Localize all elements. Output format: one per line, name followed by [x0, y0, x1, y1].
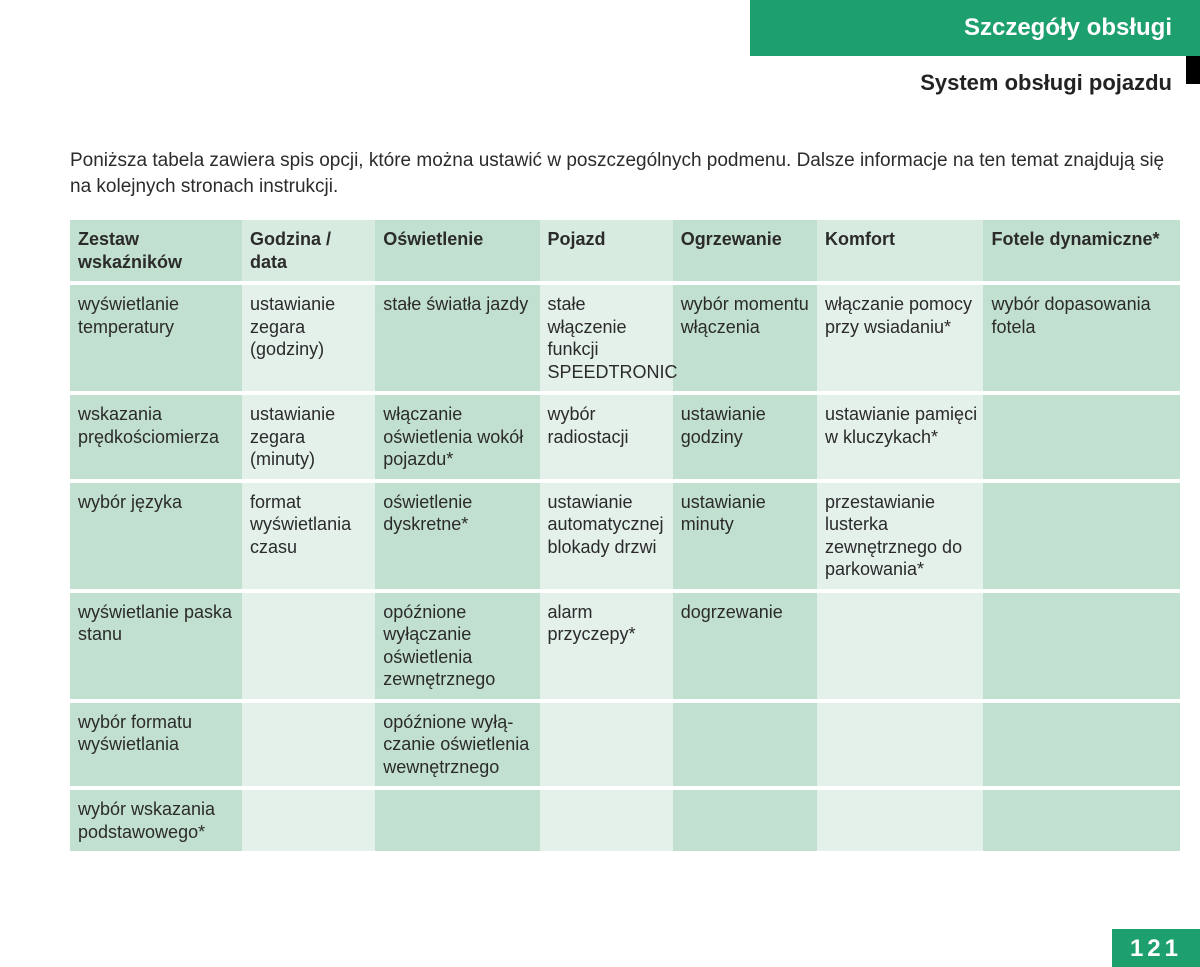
options-table-wrap: Zestaw wskaźnikówGodzina / dataOświetlen… — [70, 216, 1180, 855]
table-cell — [375, 790, 539, 851]
table-header-cell: Godzina / data — [242, 220, 375, 281]
table-cell — [983, 703, 1180, 787]
table-cell — [242, 703, 375, 787]
banner-title: Szczegóły obsługi — [964, 14, 1172, 42]
table-cell — [540, 703, 673, 787]
table-cell: wybór wskazania podstawowego* — [70, 790, 242, 851]
table-cell — [983, 790, 1180, 851]
table-cell: wybór radiostacji — [540, 395, 673, 479]
table-header-cell: Oświetlenie — [375, 220, 539, 281]
table-cell: ustawianie minuty — [673, 483, 817, 589]
table-cell: dogrzewanie — [673, 593, 817, 699]
table-cell — [983, 483, 1180, 589]
table-cell: wskazania prędkościomierza — [70, 395, 242, 479]
table-cell — [817, 790, 984, 851]
table-row: wyświetlanie paska stanu opóźnione wyłącz… — [70, 593, 1180, 699]
table-cell: wyświetlanie paska stanu — [70, 593, 242, 699]
table-header-cell: Fotele dynamiczne* — [983, 220, 1180, 281]
table-row: wyświetlanie temperaturyustawianie zegar… — [70, 285, 1180, 391]
table-cell: wybór momentu włączenia — [673, 285, 817, 391]
intro-paragraph: Poniższa tabela zawiera spis opcji, któr… — [70, 148, 1172, 199]
table-cell: ustawianie zegara (godziny) — [242, 285, 375, 391]
table-cell: wyświetlanie temperatury — [70, 285, 242, 391]
table-cell: przestawianie lusterka zewnętrznego do p… — [817, 483, 984, 589]
table-row: wskazania prędkościomierzaustawianie zeg… — [70, 395, 1180, 479]
table-cell: ustawianie godziny — [673, 395, 817, 479]
table-cell: włączanie pomocy przy wsiadaniu* — [817, 285, 984, 391]
table-header-cell: Pojazd — [540, 220, 673, 281]
table-cell — [673, 790, 817, 851]
table-cell: ustawianie pamięci w kluczykach* — [817, 395, 984, 479]
table-row: wybór formatu wyświetlania opóźnione wyłą… — [70, 703, 1180, 787]
table-header-cell: Ogrzewanie — [673, 220, 817, 281]
header-banner: Szczegóły obsługi — [750, 0, 1200, 56]
page-number-badge: 121 — [1112, 929, 1200, 967]
table-cell: alarm przyczepy* — [540, 593, 673, 699]
table-header-cell: Zestaw wskaźników — [70, 220, 242, 281]
table-cell — [673, 703, 817, 787]
table-cell: włączanie oświetlenia wokół pojazdu* — [375, 395, 539, 479]
table-cell: wybór języka — [70, 483, 242, 589]
table-cell: ustawianie zegara (minuty) — [242, 395, 375, 479]
table-cell: wybór dopasowania fotela — [983, 285, 1180, 391]
table-cell — [817, 703, 984, 787]
table-cell: format wyświetlania czasu — [242, 483, 375, 589]
table-header-row: Zestaw wskaźnikówGodzina / dataOświetlen… — [70, 220, 1180, 281]
table-cell: opóźnione wyłą­czanie oświetlenia wewnęt… — [375, 703, 539, 787]
table-cell: stałe światła jazdy — [375, 285, 539, 391]
table-cell — [817, 593, 984, 699]
table-cell — [983, 593, 1180, 699]
table-cell: stałe włączenie funkcji SPEEDTRONIC — [540, 285, 673, 391]
table-row: wybór językaformat wyświetlania czasuośw… — [70, 483, 1180, 589]
options-table: Zestaw wskaźnikówGodzina / dataOświetlen… — [70, 216, 1180, 855]
table-cell: opóźnione wyłączanie oświetlenia zewnętr… — [375, 593, 539, 699]
section-tab — [1186, 56, 1200, 84]
page-subtitle: System obsługi pojazdu — [920, 70, 1172, 96]
table-cell — [983, 395, 1180, 479]
table-cell — [242, 790, 375, 851]
table-cell: oświetlenie dyskretne* — [375, 483, 539, 589]
table-cell — [540, 790, 673, 851]
table-cell — [242, 593, 375, 699]
table-cell: wybór formatu wyświetlania — [70, 703, 242, 787]
page-number: 121 — [1130, 935, 1182, 962]
table-cell: ustawianie automatycznej blokady drzwi — [540, 483, 673, 589]
table-row: wybór wskazania podstawowego* — [70, 790, 1180, 851]
table-header-cell: Komfort — [817, 220, 984, 281]
